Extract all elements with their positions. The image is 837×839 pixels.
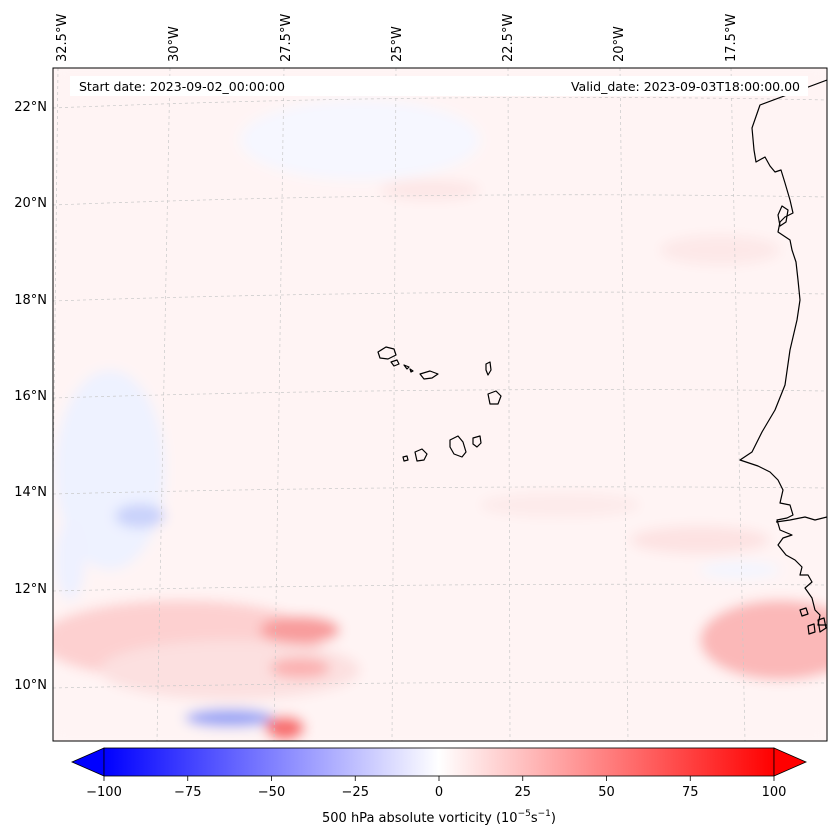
lat-label-14n: 14°N: [14, 485, 47, 500]
lat-label-16n: 16°N: [14, 389, 47, 404]
lat-label-22n: 22°N: [14, 100, 47, 115]
colorbar-tick-label: 0: [435, 785, 443, 800]
map-panel: Start date: 2023-09-02_00:00:00 Valid_da…: [53, 68, 827, 741]
start-date-label: Start date: 2023-09-02_00:00:00: [79, 79, 285, 94]
colorbar-ticks: −100 −75 −50 −25 0 25 50 75 100: [86, 776, 786, 800]
colorbar-tick-label: 100: [762, 785, 787, 800]
lon-label-30w: 30°W: [167, 26, 182, 62]
lon-label-22-5w: 22.5°W: [501, 14, 516, 62]
colorbar: −100 −75 −50 −25 0 25 50 75 100 500 hPa absolute…: [71, 747, 807, 826]
graticule: [53, 68, 827, 741]
lon-label-27-5w: 27.5°W: [279, 14, 294, 62]
lon-label-20w: 20°W: [612, 26, 627, 62]
colorbar-max-extend-arrow: [773, 747, 807, 777]
colorbar-tick-label: 50: [598, 785, 615, 800]
colorbar-tick-label: 75: [682, 785, 699, 800]
latitude-labels: 22°N 20°N 18°N 16°N 14°N 12°N 10°N: [14, 100, 47, 693]
colorbar-gradient: [103, 747, 775, 777]
lat-label-10n: 10°N: [14, 678, 47, 693]
lon-label-17-5w: 17.5°W: [724, 14, 739, 62]
lon-label-25w: 25°W: [390, 26, 405, 62]
map-frame: [52, 67, 828, 742]
date-header-background: [70, 76, 808, 96]
colorbar-min-extend-arrow: [71, 747, 105, 777]
lon-label-32-5w: 32.5°W: [55, 14, 70, 62]
valid-date-label: Valid_date: 2023-09-03T18:00:00.00: [571, 79, 800, 94]
colorbar-label: 500 hPa absolute vorticity (10−5s−1): [322, 809, 556, 826]
colorbar-tick-label: −25: [342, 785, 369, 800]
longitude-labels: 32.5°W 30°W 27.5°W 25°W 22.5°W 20°W 17.5…: [55, 14, 739, 62]
colorbar-tick-label: −100: [86, 785, 122, 800]
cape-verde-islands: [377, 346, 502, 462]
lat-label-20n: 20°N: [14, 196, 47, 211]
lat-label-18n: 18°N: [14, 293, 47, 308]
colorbar-tick-label: 25: [514, 785, 531, 800]
colorbar-tick-label: −50: [258, 785, 285, 800]
vorticity-field: [53, 68, 827, 741]
colorbar-tick-label: −75: [174, 785, 201, 800]
africa-coastline: [739, 79, 827, 635]
lat-label-12n: 12°N: [14, 582, 47, 597]
